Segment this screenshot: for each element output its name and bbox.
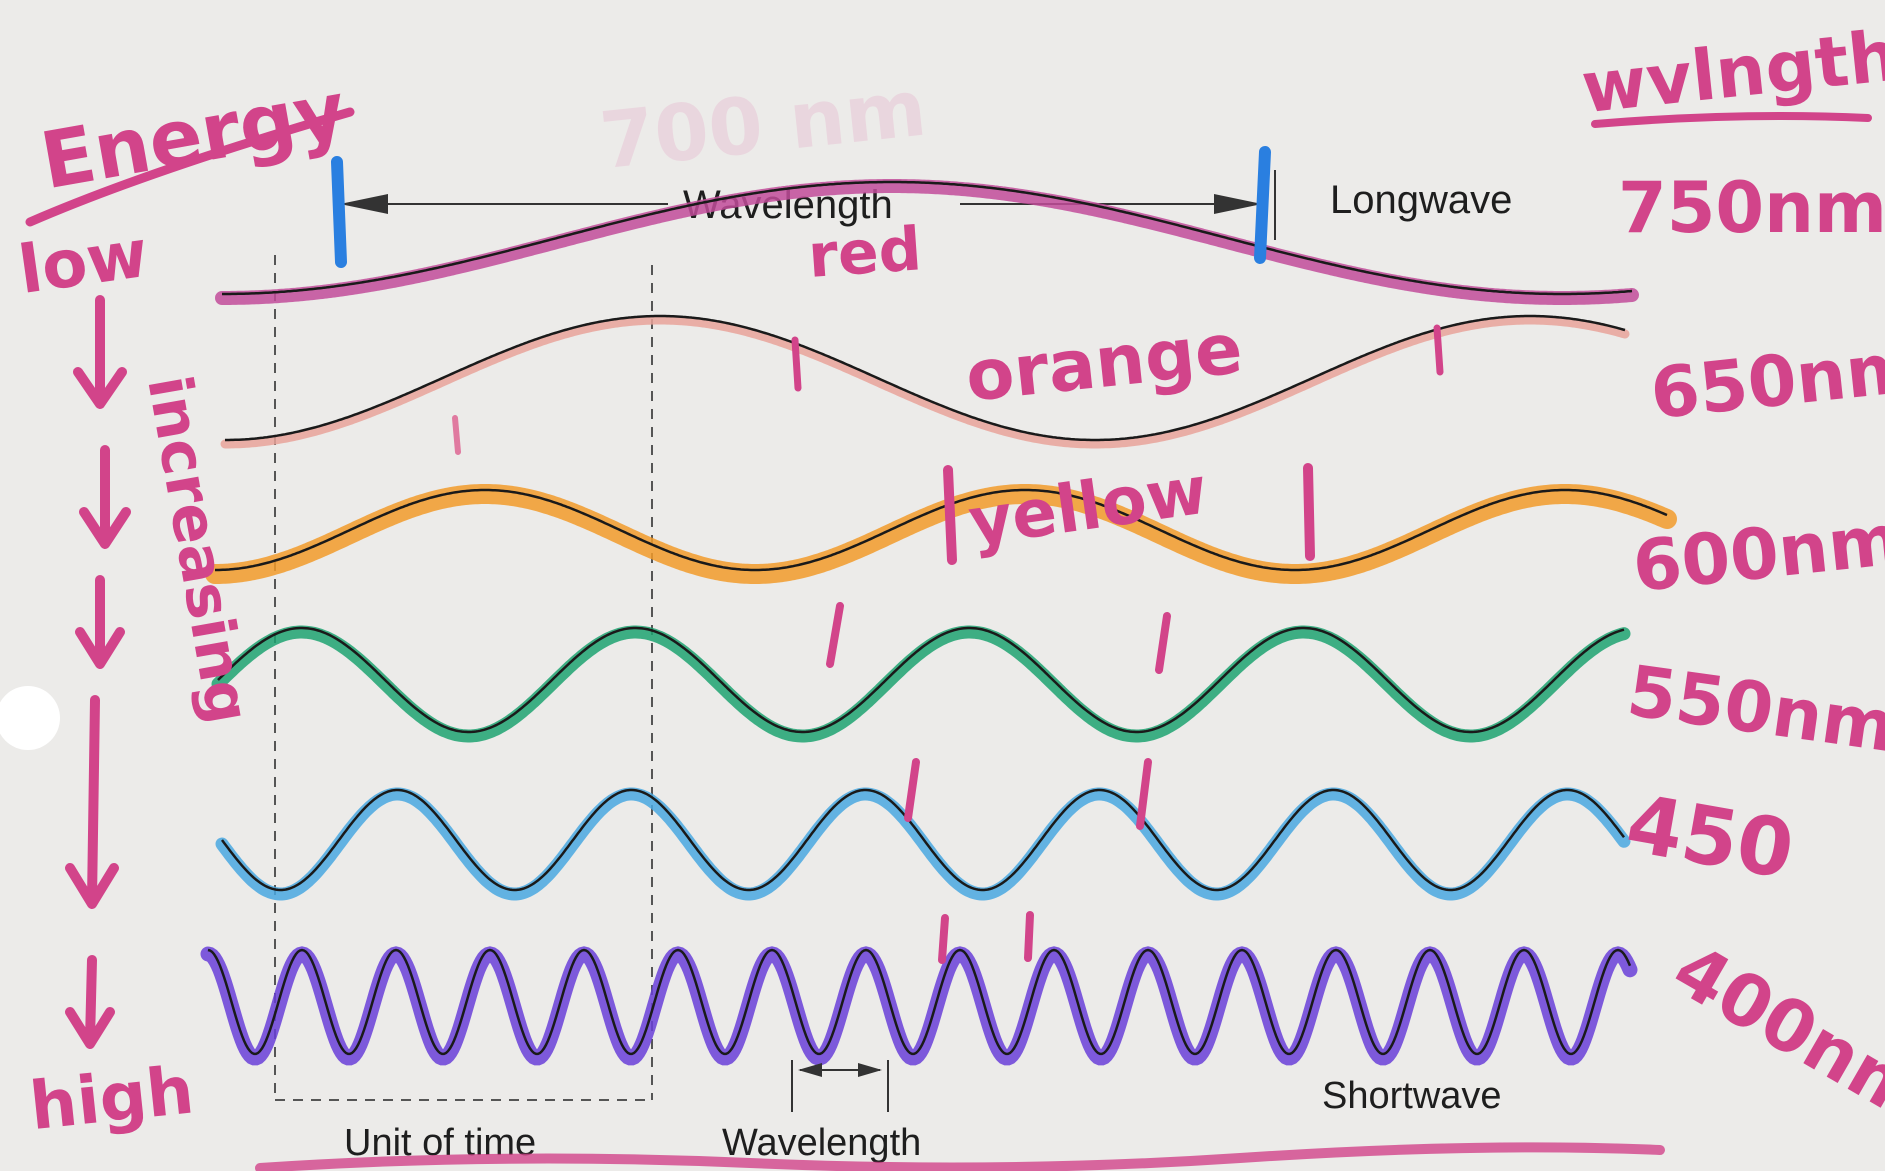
color-label-red: red: [806, 214, 924, 292]
violet-tick-1: [938, 914, 949, 964]
faint-note: 700 nm: [596, 64, 930, 188]
unit-of-time-box: [274, 255, 653, 1101]
orange-tick-1: [791, 336, 802, 392]
energy-label: Energy: [35, 65, 353, 207]
wave-orange-highlight: [220, 315, 1630, 449]
wave-yellow-line: [215, 488, 1668, 572]
nm-label-750: 750nm: [1618, 167, 1885, 249]
wavelength-heading: wvlngth.: [1578, 12, 1885, 130]
hole-punch: [0, 686, 60, 750]
longwave-label: Longwave: [1330, 178, 1512, 222]
wave-blue-highlight: [215, 787, 1631, 901]
wavelength-arrow-bottom: [791, 1060, 889, 1112]
color-label-orange: orange: [962, 307, 1246, 418]
green-tick-1: [826, 602, 844, 668]
green-tick-2: [1155, 612, 1171, 674]
wave-violet-line: [207, 948, 1632, 1056]
wave-blue-line: [220, 788, 1626, 892]
energy-arrows: [65, 295, 131, 1049]
wave-orange-line: [225, 314, 1626, 442]
high-label: high: [26, 1051, 197, 1145]
yellow-tick-2: [1303, 463, 1315, 561]
orange-tick-2: [1433, 324, 1444, 376]
increasing-label: increasing: [133, 370, 263, 728]
wave-violet-highlight: [200, 946, 1638, 1066]
blue-tick-1: [904, 758, 920, 822]
wave-red-highlight: [215, 179, 1639, 305]
wavelength-arrow-top: [340, 170, 1276, 240]
red-tick-end: [1254, 146, 1271, 264]
blue-tick-2: [1136, 758, 1152, 830]
nm-label-450: 450: [1620, 777, 1801, 898]
wave-yellow-highlight: [205, 484, 1677, 584]
bottom-scribble: [255, 1142, 1665, 1171]
nm-label-550: 550nm: [1623, 650, 1885, 769]
energy-annotation: Energy low increasing high: [14, 65, 355, 1145]
violet-tick-2: [1024, 911, 1034, 962]
wave-green-line: [217, 626, 1625, 734]
wave-group: [200, 179, 1677, 1066]
wavelength-label-bottom: Wavelength: [722, 1122, 921, 1164]
low-label: low: [14, 215, 152, 309]
yellow-tick-1: [943, 465, 957, 565]
nm-label-400: 400nm: [1660, 927, 1885, 1138]
red-tick-start: [331, 156, 347, 268]
wave-green-highlight: [211, 625, 1631, 743]
wavelength-heading-underline: [1591, 112, 1872, 128]
orange-tick-3: [452, 415, 461, 455]
wave-red-line: [222, 180, 1633, 296]
tick-marks: [331, 146, 1444, 964]
nm-label-650: 650nm: [1647, 326, 1885, 436]
shortwave-label: Shortwave: [1322, 1075, 1502, 1117]
